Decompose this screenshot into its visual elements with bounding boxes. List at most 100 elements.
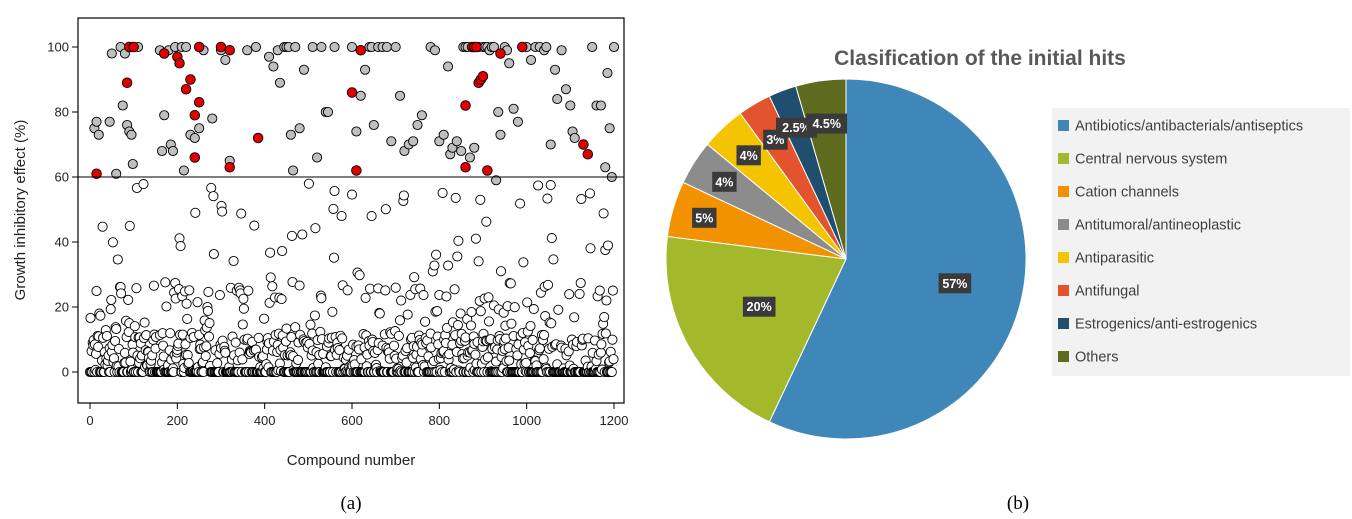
y-tick-label: 20 bbox=[55, 300, 69, 315]
legend-swatch bbox=[1058, 120, 1069, 131]
data-point-above-threshold bbox=[351, 126, 362, 137]
data-point-below-threshold bbox=[402, 309, 413, 320]
y-tick-label: 60 bbox=[55, 170, 69, 185]
data-point-above-threshold bbox=[456, 145, 467, 157]
data-point-below-threshold bbox=[91, 285, 102, 297]
pie-title: Clasification of the initial hits bbox=[834, 47, 1126, 70]
data-point-below-threshold bbox=[483, 292, 494, 303]
pie-slice-labels: 57%20%5%4%4%3%2.5% 4.5% bbox=[692, 113, 972, 317]
data-point-below-threshold bbox=[482, 352, 493, 363]
y-tick-label: 80 bbox=[55, 105, 69, 120]
data-point-above-threshold bbox=[220, 54, 231, 66]
data-point-selected-hit bbox=[460, 100, 471, 111]
data-point-below-threshold bbox=[85, 312, 96, 324]
data-point-selected-hit bbox=[252, 132, 264, 144]
data-point-below-threshold bbox=[548, 254, 559, 265]
pie-slice bbox=[768, 78, 1027, 440]
data-point-below-threshold bbox=[181, 298, 192, 309]
data-point-above-threshold bbox=[604, 123, 615, 134]
panel-label-a: (a) bbox=[340, 493, 361, 514]
data-point-below-threshold bbox=[204, 318, 215, 329]
data-point-below-threshold bbox=[336, 210, 347, 222]
x-axis-ticks: 0 200 400 600 800 1000 1200 bbox=[86, 403, 628, 428]
data-point-below-threshold bbox=[265, 272, 276, 283]
y-tick-label: 40 bbox=[55, 235, 69, 250]
data-point-below-threshold bbox=[429, 260, 440, 271]
slice-label: 5% bbox=[695, 211, 713, 225]
legend-entry: Central nervous system bbox=[1075, 152, 1227, 168]
data-point-below-threshold bbox=[292, 354, 304, 366]
data-point-below-threshold bbox=[374, 308, 385, 319]
data-point-selected-hit bbox=[180, 83, 192, 95]
data-point-above-threshold bbox=[394, 90, 406, 101]
data-point-below-threshold bbox=[305, 319, 316, 330]
data-point-below-threshold bbox=[249, 220, 260, 231]
pie-legend: Antibiotics/antibacterials/antiseptics Ce… bbox=[1058, 119, 1303, 366]
data-point-below-threshold bbox=[398, 190, 409, 201]
y-axis-ticks: 0 20 40 60 80 100 bbox=[47, 40, 78, 380]
legend-entry: Antitumoral/antineoplastic bbox=[1075, 218, 1241, 234]
data-point-above-threshold bbox=[287, 165, 299, 176]
data-point-below-threshold bbox=[431, 249, 442, 260]
data-point-below-threshold bbox=[129, 321, 140, 332]
data-point-selected-hit bbox=[471, 41, 482, 53]
data-point-below-threshold bbox=[238, 293, 249, 304]
data-point-below-threshold bbox=[546, 318, 557, 329]
legend-entry: Antifungal bbox=[1075, 284, 1140, 300]
data-point-below-threshold bbox=[316, 293, 327, 304]
legend-swatch bbox=[1058, 219, 1069, 230]
data-point-below-threshold bbox=[190, 207, 201, 218]
data-point-below-threshold bbox=[230, 337, 241, 348]
data-point-above-threshold bbox=[242, 45, 253, 56]
data-point-below-threshold bbox=[276, 294, 287, 305]
data-point-below-threshold bbox=[346, 189, 358, 200]
data-point-selected-hit bbox=[351, 165, 362, 176]
data-point-below-threshold bbox=[533, 180, 544, 191]
data-point-above-threshold bbox=[412, 119, 423, 131]
data-point-below-threshold bbox=[337, 333, 348, 344]
data-point-below-threshold bbox=[542, 279, 554, 290]
data-point-below-threshold bbox=[524, 348, 535, 359]
data-point-below-threshold bbox=[495, 266, 507, 277]
data-point-below-threshold bbox=[483, 316, 495, 327]
data-point-below-threshold bbox=[380, 285, 391, 296]
data-point-selected-hit bbox=[193, 41, 205, 53]
data-point-above-threshold bbox=[600, 162, 611, 173]
legend-swatch bbox=[1058, 186, 1069, 197]
data-point-below-threshold bbox=[522, 297, 533, 308]
legend-box bbox=[1052, 108, 1350, 376]
data-point-above-threshold bbox=[469, 142, 480, 153]
data-point-below-threshold bbox=[200, 351, 211, 362]
data-point-below-threshold bbox=[354, 270, 365, 281]
data-point-selected-hit bbox=[578, 139, 589, 150]
data-point-selected-hit bbox=[460, 161, 471, 173]
scatter-points bbox=[84, 41, 620, 378]
data-point-below-threshold bbox=[328, 252, 340, 263]
slice-label: 4% bbox=[740, 149, 758, 163]
data-point-below-threshold bbox=[470, 349, 481, 360]
data-point-below-threshold bbox=[237, 319, 248, 330]
data-point-above-threshold bbox=[508, 103, 519, 114]
data-point-below-threshold bbox=[473, 256, 484, 267]
data-point-below-threshold bbox=[453, 235, 464, 246]
data-point-selected-hit bbox=[158, 48, 170, 59]
legend-swatch bbox=[1058, 153, 1069, 164]
data-point-below-threshold bbox=[267, 281, 278, 292]
data-point-below-threshold bbox=[607, 334, 618, 345]
data-point-below-threshold bbox=[360, 292, 371, 303]
data-point-above-threshold bbox=[545, 139, 556, 150]
data-point-below-threshold bbox=[286, 230, 298, 241]
panel-label-b: (b) bbox=[1007, 493, 1029, 514]
slice-label: 2.5% bbox=[782, 121, 811, 135]
data-point-above-threshold bbox=[346, 41, 358, 53]
data-point-below-threshold bbox=[388, 340, 400, 351]
data-point-above-threshold bbox=[368, 119, 379, 131]
data-point-selected-hit bbox=[185, 74, 196, 85]
data-point-below-threshold bbox=[277, 245, 288, 257]
data-point-above-threshold bbox=[408, 136, 419, 147]
data-point-below-threshold bbox=[602, 240, 614, 251]
pie-chart: Clasification of the initial hits 57% 20%… bbox=[665, 47, 1350, 514]
data-point-above-threshold bbox=[250, 41, 261, 53]
data-point-below-threshold bbox=[238, 303, 249, 314]
data-point-below-threshold bbox=[420, 316, 431, 327]
